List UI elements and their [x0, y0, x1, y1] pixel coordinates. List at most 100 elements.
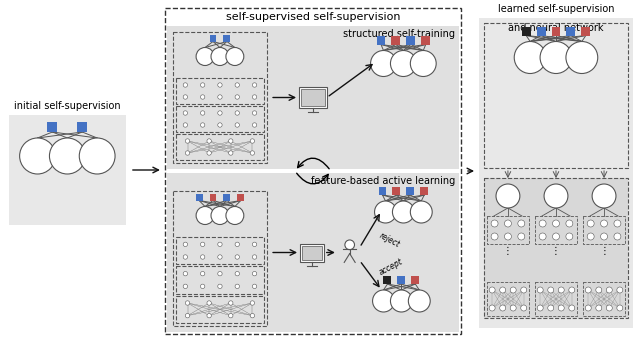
Circle shape — [235, 123, 239, 127]
Bar — [176, 296, 264, 323]
Circle shape — [592, 184, 616, 208]
Bar — [167, 173, 459, 332]
Bar — [299, 87, 327, 108]
Circle shape — [345, 240, 355, 250]
Circle shape — [252, 83, 257, 87]
Text: self-supervised self-supervision: self-supervised self-supervision — [226, 12, 400, 22]
Circle shape — [250, 301, 255, 305]
Bar — [173, 32, 267, 163]
Circle shape — [569, 287, 575, 293]
Circle shape — [228, 313, 233, 318]
Circle shape — [504, 220, 511, 227]
Circle shape — [228, 139, 233, 143]
Circle shape — [596, 287, 602, 293]
Text: ⋮: ⋮ — [503, 246, 513, 256]
Circle shape — [390, 50, 416, 76]
Circle shape — [211, 207, 229, 224]
Circle shape — [521, 305, 527, 311]
Bar — [479, 18, 633, 328]
Circle shape — [552, 233, 559, 240]
Bar — [223, 34, 230, 42]
Circle shape — [183, 255, 188, 259]
Circle shape — [371, 50, 396, 76]
Circle shape — [558, 305, 564, 311]
Bar — [392, 35, 401, 44]
Circle shape — [79, 138, 115, 174]
Circle shape — [186, 151, 189, 155]
Circle shape — [186, 313, 189, 318]
Circle shape — [207, 301, 211, 305]
Circle shape — [196, 47, 214, 65]
Circle shape — [510, 305, 516, 311]
Circle shape — [510, 287, 516, 293]
Circle shape — [566, 220, 573, 227]
Circle shape — [548, 287, 554, 293]
Circle shape — [489, 287, 495, 293]
Bar — [176, 78, 264, 104]
Circle shape — [250, 313, 255, 318]
Bar — [420, 187, 428, 195]
Circle shape — [587, 233, 594, 240]
Bar — [522, 27, 531, 35]
Bar — [581, 27, 590, 35]
Bar — [209, 193, 216, 201]
Circle shape — [372, 290, 394, 312]
Circle shape — [183, 83, 188, 87]
Circle shape — [235, 271, 239, 276]
Circle shape — [491, 233, 498, 240]
Circle shape — [539, 220, 546, 227]
Circle shape — [183, 111, 188, 115]
Bar — [301, 89, 325, 106]
Circle shape — [218, 111, 222, 115]
Bar — [421, 35, 430, 44]
Bar — [484, 178, 628, 318]
Bar — [487, 282, 529, 316]
Circle shape — [49, 138, 85, 174]
Circle shape — [183, 123, 188, 127]
Circle shape — [235, 111, 239, 115]
Circle shape — [218, 242, 222, 247]
Bar — [383, 276, 392, 284]
Circle shape — [600, 233, 607, 240]
Circle shape — [552, 220, 559, 227]
Bar — [164, 8, 461, 334]
Bar — [566, 27, 575, 35]
Bar — [487, 216, 529, 244]
Circle shape — [544, 184, 568, 208]
Circle shape — [252, 242, 257, 247]
Bar — [196, 193, 202, 201]
Circle shape — [200, 111, 205, 115]
Bar — [378, 187, 387, 195]
Circle shape — [218, 271, 222, 276]
Circle shape — [183, 284, 188, 288]
Circle shape — [566, 42, 598, 74]
Circle shape — [252, 95, 257, 99]
Circle shape — [228, 151, 233, 155]
Circle shape — [250, 139, 255, 143]
Circle shape — [218, 284, 222, 288]
Circle shape — [617, 305, 623, 311]
Bar — [237, 193, 244, 201]
Circle shape — [186, 301, 189, 305]
Circle shape — [200, 123, 205, 127]
Circle shape — [585, 287, 591, 293]
Circle shape — [500, 305, 506, 311]
Circle shape — [566, 233, 573, 240]
Circle shape — [491, 220, 498, 227]
Text: accept: accept — [378, 256, 404, 277]
Circle shape — [558, 287, 564, 293]
Circle shape — [390, 290, 412, 312]
Circle shape — [196, 207, 214, 224]
Circle shape — [252, 271, 257, 276]
Bar — [209, 34, 216, 42]
Circle shape — [235, 242, 239, 247]
Circle shape — [252, 111, 257, 115]
Circle shape — [539, 233, 546, 240]
Bar — [535, 282, 577, 316]
Circle shape — [600, 220, 607, 227]
Text: and neural network: and neural network — [508, 23, 604, 33]
Bar — [173, 191, 267, 326]
Circle shape — [537, 287, 543, 293]
Circle shape — [207, 151, 211, 155]
Text: initial self-supervision: initial self-supervision — [14, 101, 121, 111]
